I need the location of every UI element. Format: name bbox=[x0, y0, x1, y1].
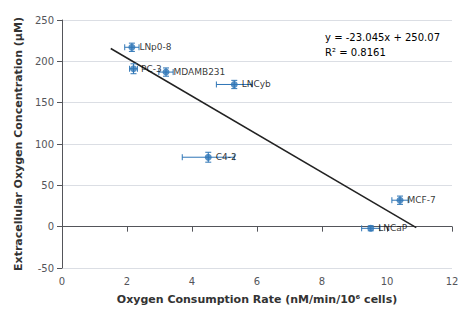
svg-text:MDAMB231: MDAMB231 bbox=[174, 67, 226, 77]
svg-text:LNCaP: LNCaP bbox=[378, 223, 408, 233]
svg-text:Oxygen Consumption Rate (nM/mi: Oxygen Consumption Rate (nM/min/10⁶ cell… bbox=[117, 293, 397, 306]
svg-text:LNp0-8: LNp0-8 bbox=[139, 42, 171, 52]
svg-text:200: 200 bbox=[35, 56, 54, 67]
svg-text:250: 250 bbox=[35, 15, 54, 26]
svg-text:LNCyb: LNCyb bbox=[242, 79, 271, 89]
svg-text:0: 0 bbox=[59, 276, 65, 287]
svg-text:R² = 0.8161: R² = 0.8161 bbox=[325, 47, 386, 58]
svg-text:50: 50 bbox=[41, 180, 54, 191]
svg-text:2: 2 bbox=[124, 276, 130, 287]
svg-text:4: 4 bbox=[189, 276, 195, 287]
svg-text:6: 6 bbox=[254, 276, 260, 287]
svg-text:10: 10 bbox=[381, 276, 394, 287]
svg-text:12: 12 bbox=[446, 276, 459, 287]
svg-text:0: 0 bbox=[48, 221, 54, 232]
svg-text:100: 100 bbox=[35, 139, 54, 150]
svg-text:y = -23.045x + 250.07: y = -23.045x + 250.07 bbox=[325, 32, 440, 43]
svg-text:C4-2: C4-2 bbox=[216, 152, 237, 162]
svg-text:Extracellular Oxygen Concentra: Extracellular Oxygen Concentration (μM) bbox=[12, 17, 25, 271]
svg-text:PC-3: PC-3 bbox=[141, 64, 162, 74]
svg-text:-50: -50 bbox=[38, 263, 54, 274]
svg-text:150: 150 bbox=[35, 97, 54, 108]
svg-text:MCF-7: MCF-7 bbox=[408, 195, 436, 205]
svg-text:8: 8 bbox=[319, 276, 325, 287]
